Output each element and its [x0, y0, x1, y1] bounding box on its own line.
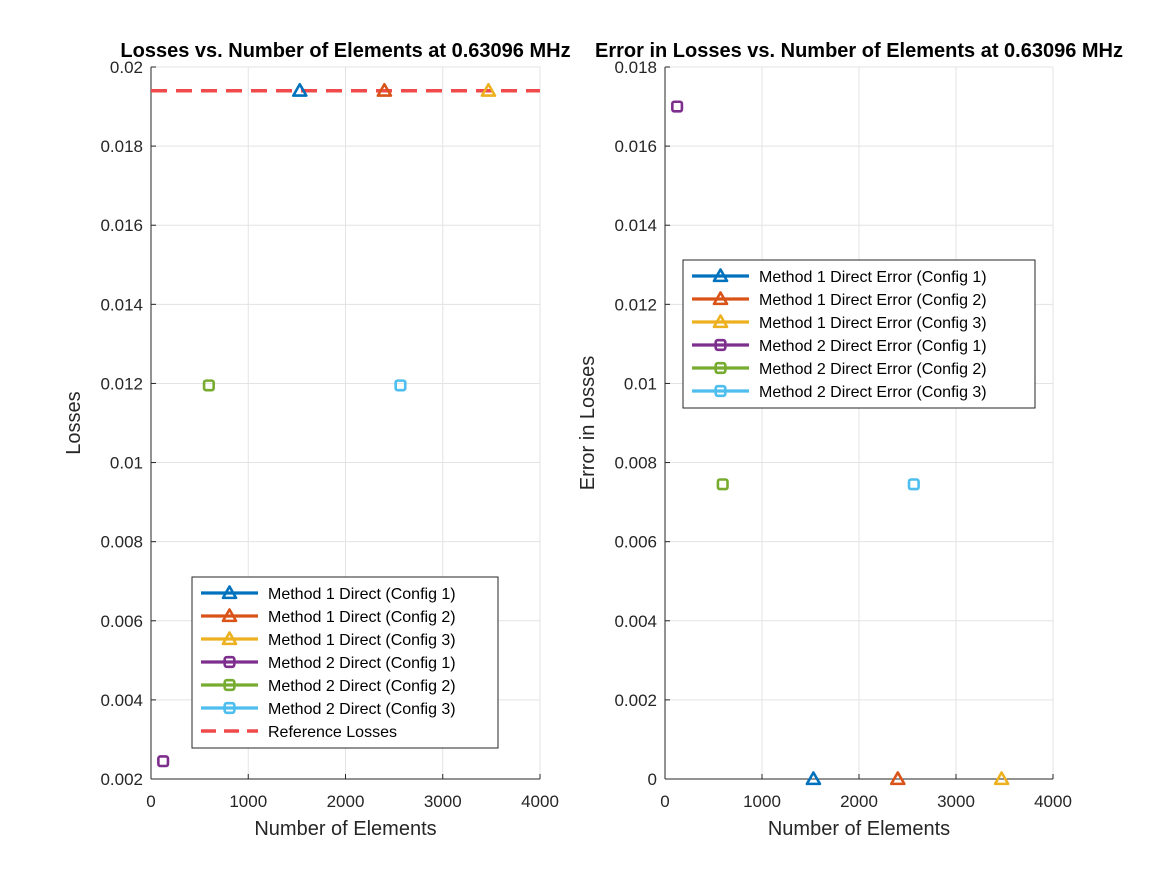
data-point — [671, 100, 684, 113]
x-tick-label: 0 — [660, 792, 669, 811]
legend-marker — [714, 338, 727, 352]
x-axis-label: Number of Elements — [768, 818, 950, 840]
legend-marker — [223, 701, 236, 715]
y-tick-label: 0.014 — [614, 216, 657, 235]
y-tick-label: 0.01 — [624, 374, 657, 393]
y-tick-label: 0.02 — [110, 58, 143, 77]
data-point — [716, 478, 729, 491]
legend-label: Method 2 Direct Error (Config 1) — [759, 338, 987, 355]
chart-2: 0 1000 2000 3000 4000 0 0.002 0.004 0.006 0.008 0.… — [577, 40, 1123, 840]
legend-marker — [221, 585, 238, 600]
legend-marker — [223, 655, 236, 669]
legend-label: Method 2 Direct (Config 2) — [268, 678, 456, 695]
y-tick-label: 0 — [648, 770, 657, 789]
y-tick-label: 0.012 — [100, 374, 143, 393]
legend-marker — [221, 631, 238, 646]
chart-title: Error in Losses vs. Number of Elements a… — [595, 40, 1123, 62]
data-point — [157, 755, 170, 768]
legend-label: Method 2 Direct Error (Config 2) — [759, 361, 987, 378]
x-tick-label: 1000 — [229, 792, 267, 811]
data-point — [291, 82, 308, 97]
data-point — [907, 478, 920, 491]
legend-marker — [712, 314, 729, 329]
y-tick-label: 0.018 — [100, 137, 143, 156]
x-tick-label: 4000 — [1034, 792, 1072, 811]
y-tick-label: 0.002 — [614, 691, 657, 710]
legend-label: Method 2 Direct (Config 1) — [268, 655, 456, 672]
data-point — [376, 82, 393, 97]
legend-label: Method 1 Direct (Config 1) — [268, 586, 456, 603]
legend-label: Method 1 Direct Error (Config 3) — [759, 315, 987, 332]
data-point — [805, 771, 822, 786]
legend-label: Method 2 Direct Error (Config 3) — [759, 384, 987, 401]
legend-marker — [714, 361, 727, 375]
legend-label: Method 2 Direct (Config 3) — [268, 701, 456, 718]
y-tick-label: 0.01 — [110, 454, 143, 473]
data-point — [394, 379, 407, 392]
y-tick-label: 0.008 — [100, 533, 143, 552]
legend: Method 1 Direct Error (Config 1) Method 1… — [682, 259, 1036, 409]
x-tick-label: 1000 — [743, 792, 781, 811]
x-tick-label: 3000 — [424, 792, 462, 811]
y-axis-label: Error in Losses — [577, 356, 599, 491]
legend-box — [682, 259, 1036, 409]
data-point — [993, 771, 1010, 786]
y-tick-label: 0.014 — [100, 295, 143, 314]
x-axis-label: Number of Elements — [254, 818, 436, 840]
y-tick-label: 0.004 — [100, 691, 143, 710]
data-point — [202, 379, 215, 392]
legend-marker — [223, 678, 236, 692]
legend-marker — [712, 291, 729, 306]
legend-label: Method 1 Direct (Config 3) — [268, 632, 456, 649]
legend: Method 1 Direct (Config 1) Method 1 Direc… — [191, 576, 499, 749]
legend-label: Reference Losses — [268, 724, 397, 741]
y-tick-label: 0.006 — [614, 533, 657, 552]
x-tick-label: 0 — [146, 792, 155, 811]
x-tick-label: 2000 — [840, 792, 878, 811]
x-tick-label: 3000 — [937, 792, 975, 811]
data-point — [889, 771, 906, 786]
y-tick-label: 0.018 — [614, 58, 657, 77]
legend-marker — [221, 608, 238, 623]
y-tick-label: 0.016 — [100, 216, 143, 235]
y-axis-label: Losses — [63, 391, 85, 454]
legend-label: Method 1 Direct Error (Config 2) — [759, 292, 987, 309]
y-tick-label: 0.004 — [614, 612, 657, 631]
data-point — [480, 82, 497, 97]
legend-label: Method 1 Direct Error (Config 1) — [759, 269, 987, 286]
y-tick-label: 0.002 — [100, 770, 143, 789]
x-tick-label: 4000 — [521, 792, 559, 811]
chart-1: 0 1000 2000 3000 4000 0.002 0.004 0.006 0.008 0.0… — [63, 40, 571, 840]
x-tick-label: 2000 — [327, 792, 365, 811]
legend-marker — [714, 384, 727, 398]
y-tick-label: 0.008 — [614, 454, 657, 473]
legend-marker — [712, 268, 729, 283]
y-tick-label: 0.012 — [614, 295, 657, 314]
y-tick-label: 0.006 — [100, 612, 143, 631]
chart-title: Losses vs. Number of Elements at 0.63096… — [120, 40, 570, 62]
legend-label: Method 1 Direct (Config 2) — [268, 609, 456, 626]
y-tick-label: 0.016 — [614, 137, 657, 156]
